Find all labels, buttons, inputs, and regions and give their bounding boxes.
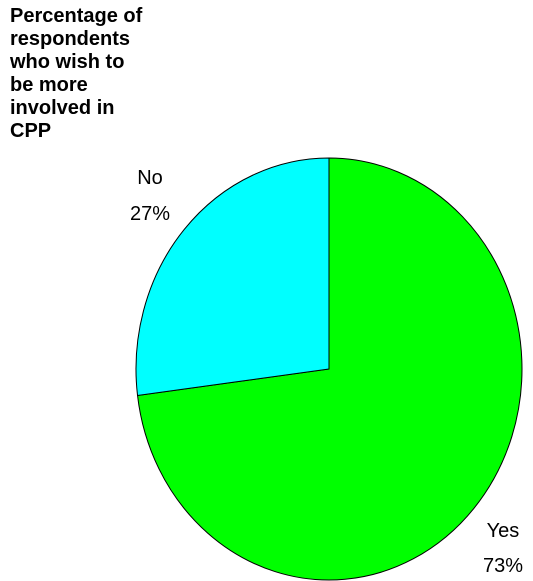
chart-title: Percentage of respondents who wish to be… — [10, 5, 170, 143]
title-line: respondents — [10, 28, 131, 50]
title-line: be more — [10, 74, 88, 96]
pie-slice-yes — [136, 157, 523, 581]
title-line: involved in — [10, 97, 115, 119]
title-line: CPP — [10, 120, 52, 142]
slice-label-yes-value: 73% — [483, 555, 523, 577]
title-line: Percentage of — [10, 5, 143, 27]
slice-label-no: No 27% — [130, 167, 170, 225]
slice-label-no-name: No — [137, 167, 163, 189]
pie-slice-no — [135, 157, 330, 397]
slice-label-yes: Yes 73% — [483, 520, 523, 577]
slice-label-no-value: 27% — [130, 203, 170, 225]
title-line: who wish to — [10, 51, 125, 73]
slice-label-yes-name: Yes — [487, 520, 520, 542]
